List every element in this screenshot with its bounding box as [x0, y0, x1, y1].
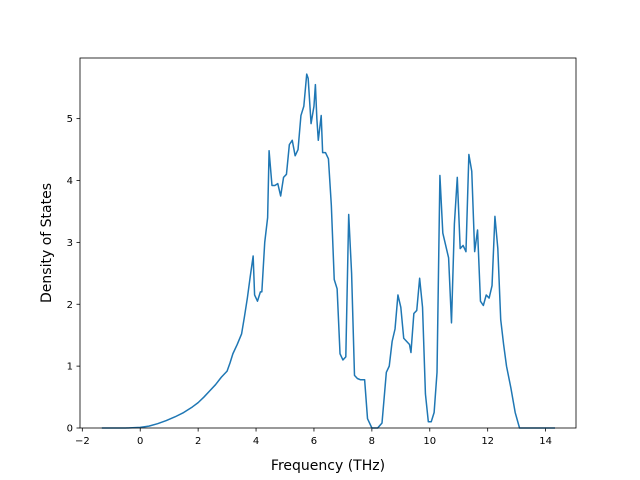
plot-background: [80, 58, 576, 428]
y-tick-label: 3: [67, 238, 73, 249]
y-tick-label: 5: [67, 114, 73, 125]
y-tick-label: 2: [67, 300, 73, 311]
plot-frame: [79, 57, 577, 429]
x-tick-label: −2: [75, 436, 90, 447]
x-tick-label: 4: [253, 436, 259, 447]
x-tick-label: 0: [137, 436, 143, 447]
x-tick-label: 14: [539, 436, 552, 447]
x-tick-label: 2: [195, 436, 201, 447]
x-axis-label: Frequency (THz): [271, 458, 385, 474]
y-tick-label: 0: [67, 424, 73, 435]
dos-line: [101, 73, 556, 429]
x-tick-label: 12: [481, 436, 494, 447]
x-tick-label: 8: [369, 436, 375, 447]
y-axis-label: Density of States: [39, 183, 55, 303]
x-tick-label: 6: [311, 436, 317, 447]
y-tick-label: 4: [67, 176, 73, 187]
y-tick-label: 1: [67, 362, 73, 373]
x-tick-label: 10: [423, 436, 436, 447]
